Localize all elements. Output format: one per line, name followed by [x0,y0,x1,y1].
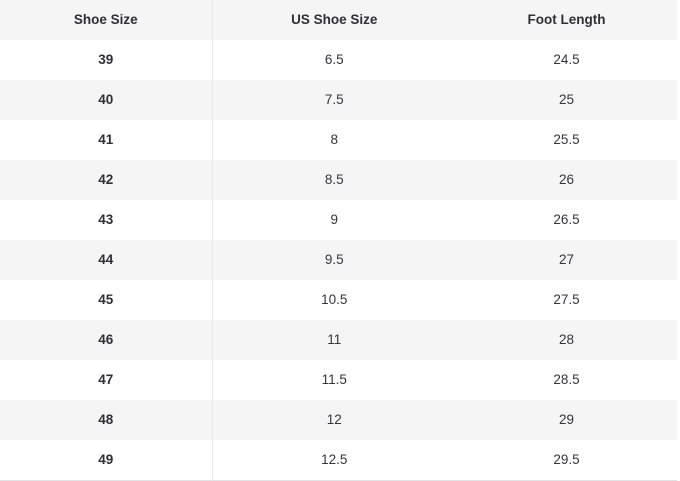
cell-us-shoe-size: 8 [212,120,456,160]
cell-foot-length: 28 [456,320,677,360]
table-row: 40 7.5 25 [0,80,677,120]
column-header-us-shoe-size: US Shoe Size [212,0,456,40]
cell-us-shoe-size: 9 [212,200,456,240]
cell-foot-length: 28.5 [456,360,677,400]
cell-shoe-size: 44 [0,240,213,280]
table-row: 41 8 25.5 [0,120,677,160]
table-row: 43 9 26.5 [0,200,677,240]
table-row: 39 6.5 24.5 [0,40,677,80]
table-header: Shoe Size US Shoe Size Foot Length [0,0,677,40]
cell-shoe-size: 41 [0,120,213,160]
cell-us-shoe-size: 10.5 [212,280,456,320]
table-row: 44 9.5 27 [0,240,677,280]
cell-us-shoe-size: 12 [212,400,456,440]
cell-shoe-size: 42 [0,160,213,200]
cell-us-shoe-size: 7.5 [212,80,456,120]
table-row: 49 12.5 29.5 [0,440,677,481]
cell-foot-length: 24.5 [456,40,677,80]
table-row: 42 8.5 26 [0,160,677,200]
cell-shoe-size: 43 [0,200,213,240]
cell-foot-length: 26 [456,160,677,200]
cell-foot-length: 25 [456,80,677,120]
cell-us-shoe-size: 6.5 [212,40,456,80]
cell-shoe-size: 46 [0,320,213,360]
cell-us-shoe-size: 11 [212,320,456,360]
cell-us-shoe-size: 11.5 [212,360,456,400]
table-row: 46 11 28 [0,320,677,360]
cell-foot-length: 29.5 [456,440,677,481]
cell-shoe-size: 47 [0,360,213,400]
header-row: Shoe Size US Shoe Size Foot Length [0,0,677,40]
cell-shoe-size: 40 [0,80,213,120]
cell-shoe-size: 39 [0,40,213,80]
cell-foot-length: 25.5 [456,120,677,160]
cell-us-shoe-size: 12.5 [212,440,456,481]
column-header-shoe-size: Shoe Size [0,0,213,40]
cell-us-shoe-size: 8.5 [212,160,456,200]
table-row: 47 11.5 28.5 [0,360,677,400]
cell-shoe-size: 45 [0,280,213,320]
cell-foot-length: 27.5 [456,280,677,320]
cell-foot-length: 29 [456,400,677,440]
table-row: 45 10.5 27.5 [0,280,677,320]
table-row: 48 12 29 [0,400,677,440]
cell-foot-length: 27 [456,240,677,280]
cell-shoe-size: 48 [0,400,213,440]
cell-shoe-size: 49 [0,440,213,481]
column-header-foot-length: Foot Length [456,0,677,40]
cell-foot-length: 26.5 [456,200,677,240]
table-body: 39 6.5 24.5 40 7.5 25 41 8 25.5 42 8.5 2… [0,40,677,481]
cell-us-shoe-size: 9.5 [212,240,456,280]
